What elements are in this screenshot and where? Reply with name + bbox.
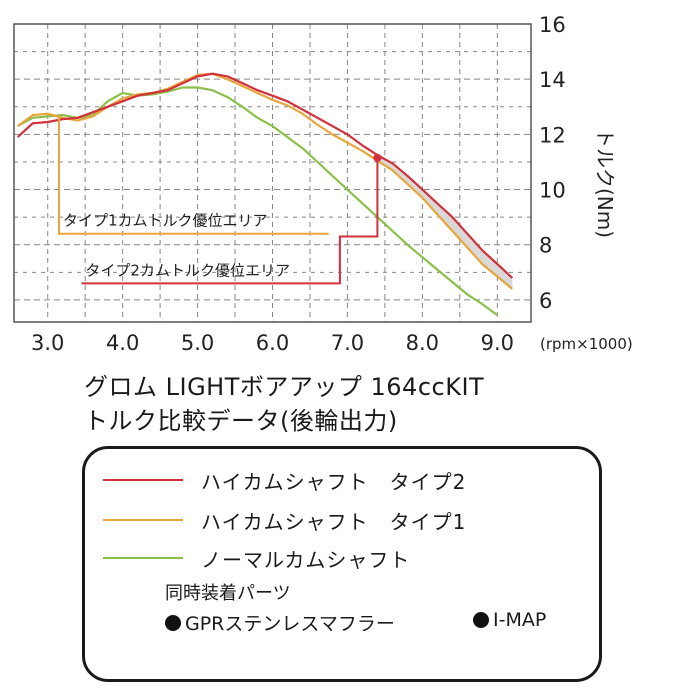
x-tick-label: 3.0 [31,331,64,355]
x-unit-label: (rpm×1000) [540,335,633,353]
y-tick-label: 14 [539,68,566,92]
x-tick-label: 7.0 [331,331,364,355]
y-tick-labels: 6 8 10 12 14 16 [539,13,566,313]
bullet-icon [473,612,489,628]
x-tick-label: 9.0 [481,331,514,355]
parts-item-imap-label: I-MAP [493,609,547,631]
series-lines [16,72,514,316]
parts-item-imap: I-MAP [473,609,546,631]
chart-grid [14,24,531,322]
x-tick-label: 8.0 [406,331,439,355]
type1-advantage-label: タイプ1カムトルク優位エリア [63,212,268,230]
x-tick-labels: 3.0 4.0 5.0 6.0 7.0 8.0 9.0 [31,331,514,355]
legend-item-normal: ノーマルカムシャフト [103,543,410,573]
legend-item-type2: ハイカムシャフト タイプ2 [103,465,466,495]
legend-label-type1: ハイカムシャフト タイプ1 [201,509,467,534]
bullet-icon [165,614,181,631]
legend-swatch-type2 [103,479,183,481]
plot-frame [13,23,532,323]
type2-crossover-marker [373,153,382,162]
y-tick-label: 12 [539,123,566,147]
legend-box: ハイカムシャフト タイプ2 ハイカムシャフト タイプ1 ノーマルカムシャフト 同… [82,446,602,682]
legend-label-type2: ハイカムシャフト タイプ2 [201,469,467,494]
type2-bracket [81,157,379,285]
chart-title: グロム LIGHTボアアップ 164ccKIT トルク比較データ(後輪出力) [84,370,484,438]
y-axis-label: トルク(Nm) [593,128,617,238]
legend-item-type1: ハイカムシャフト タイプ1 [103,505,466,535]
title-line-2: トルク比較データ(後輪出力) [84,407,398,435]
legend-swatch-normal [103,557,183,559]
type1-bracket [58,116,329,235]
parts-title: 同時装着パーツ [165,583,291,604]
y-tick-label: 6 [539,289,552,313]
x-tick-label: 6.0 [256,331,289,355]
type2-advantage-label: タイプ2カムトルク優位エリア [85,261,290,279]
parts-item-muffler-label: GPRステンレスマフラー [185,613,395,635]
title-line-1: グロム LIGHTボアアップ 164ccKIT [84,373,485,401]
parts-item-muffler: GPRステンレスマフラー [165,609,395,636]
y-tick-label: 8 [539,234,552,258]
legend-swatch-type1 [103,519,183,521]
series-line-type1 [17,72,514,290]
x-tick-label: 5.0 [181,331,214,355]
y-tick-label: 10 [539,179,566,203]
x-tick-label: 4.0 [106,331,139,355]
legend-label-normal: ノーマルカムシャフト [201,547,411,572]
y-tick-label: 16 [539,13,566,37]
series-line-type2 [16,72,514,279]
